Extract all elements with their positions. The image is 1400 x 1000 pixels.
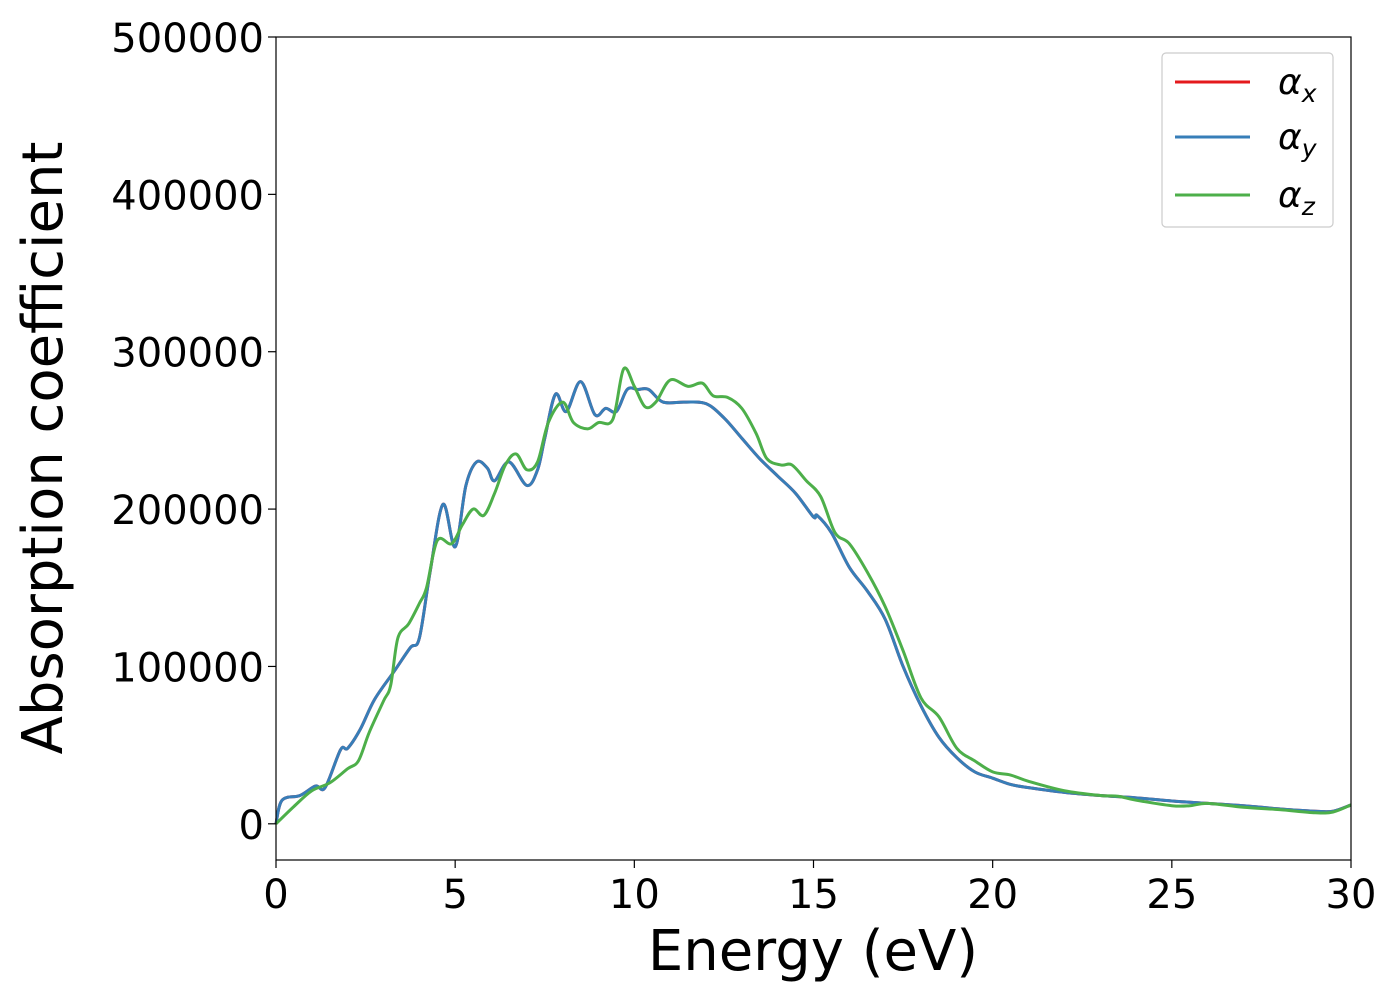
x-tick-label: 25	[1146, 872, 1197, 918]
y-tick-label: 400000	[111, 173, 264, 219]
y-axis-ticks: 0 100000 200000 300000 400000 500000	[111, 16, 276, 849]
x-tick-label: 20	[967, 872, 1018, 918]
x-tick-label: 10	[609, 872, 660, 918]
y-tick-label: 200000	[111, 488, 264, 534]
x-tick-label: 5	[442, 872, 467, 918]
legend-label: αx	[1278, 62, 1317, 108]
legend-item-x: αx	[1175, 62, 1317, 108]
y-tick-label: 100000	[111, 645, 264, 691]
x-axis-label: Energy (eV)	[648, 919, 978, 984]
y-axis-label: Absorption coefficient	[11, 142, 76, 755]
series-layer	[274, 366, 1352, 825]
y-tick-label: 300000	[111, 331, 264, 377]
y-tick-label: 0	[239, 803, 264, 849]
x-tick-label: 15	[788, 872, 839, 918]
legend-frame	[1161, 52, 1334, 228]
legend-item-y: αy	[1175, 117, 1318, 163]
series-line-y	[274, 380, 1352, 825]
x-tick-label: 30	[1326, 872, 1377, 918]
legend: αx αy αz	[1161, 52, 1334, 228]
legend-label: αz	[1278, 175, 1316, 221]
legend-item-z: αz	[1175, 175, 1316, 221]
x-tick-label: 0	[263, 872, 288, 918]
series-line-z	[274, 366, 1352, 825]
series-line-x	[274, 380, 1352, 825]
x-axis-ticks: 0 5 10 15 20 25 30	[263, 860, 1376, 918]
legend-label: αy	[1278, 117, 1318, 163]
y-tick-label: 500000	[111, 16, 264, 62]
